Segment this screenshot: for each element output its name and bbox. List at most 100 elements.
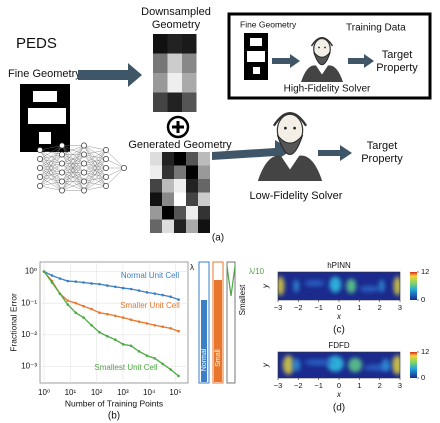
- nn-edge: [83, 167, 107, 191]
- nn-node: [121, 165, 127, 171]
- eye: [324, 46, 326, 49]
- data-point: [106, 284, 109, 287]
- arrow: [78, 63, 142, 87]
- data-point: [169, 368, 172, 371]
- x-tick-label: 3: [398, 303, 402, 312]
- nn-node: [59, 178, 65, 185]
- nn-edge: [39, 185, 63, 191]
- grid-cell: [162, 179, 174, 193]
- data-point: [137, 350, 141, 353]
- nn-edge: [83, 145, 107, 151]
- y-axis-label: y: [261, 362, 270, 368]
- y-tick-label: 10⁻³: [21, 362, 37, 371]
- x-tick-label: 2: [378, 381, 382, 390]
- panel-label: (b): [108, 411, 120, 422]
- nn-edge: [61, 145, 85, 191]
- x-tick-label: 10²: [91, 388, 103, 397]
- nn-node: [59, 187, 65, 194]
- inset-target-label: Property: [376, 62, 418, 74]
- plus-symbol: [166, 115, 190, 139]
- nn-edge: [61, 163, 85, 191]
- nn-edge: [61, 181, 85, 191]
- grid-cell: [153, 53, 168, 73]
- nn-node: [37, 174, 43, 180]
- hair: [272, 112, 308, 127]
- low-fidelity-label: Low-Fidelity Solver: [250, 190, 343, 202]
- data-point: [82, 304, 85, 308]
- grid-cell: [174, 206, 186, 220]
- x-tick-label: 2: [378, 303, 382, 312]
- nn-node: [59, 142, 65, 149]
- nn-edge: [105, 167, 125, 187]
- nn-node: [81, 187, 87, 194]
- nn-edge: [39, 145, 63, 151]
- coat: [301, 65, 343, 82]
- nn-edge: [39, 154, 63, 187]
- grid-cell: [162, 152, 174, 166]
- grid-cell: [174, 219, 186, 233]
- grid-cell: [150, 192, 162, 206]
- nn-node: [37, 147, 43, 153]
- nn-edge: [39, 172, 63, 187]
- x-tick-label: 3: [398, 381, 402, 390]
- data-point: [66, 303, 70, 306]
- eye: [318, 46, 320, 49]
- nn-node: [59, 160, 65, 167]
- nn-node: [59, 151, 65, 158]
- data-point: [169, 327, 172, 330]
- data-point: [161, 293, 165, 297]
- x-tick-label: 0: [337, 381, 341, 390]
- heatmap-blob: [329, 276, 342, 293]
- heatmap-blob: [381, 358, 390, 372]
- grid-cell: [167, 92, 182, 112]
- x-tick-label: −1: [314, 303, 323, 312]
- data-point: [50, 281, 54, 284]
- nn-edge: [105, 167, 125, 178]
- heatmap-blob: [282, 355, 295, 375]
- arrow: [318, 145, 352, 161]
- nn-node: [103, 165, 109, 171]
- nn-node: [59, 169, 65, 176]
- target-label: Target: [367, 140, 398, 152]
- data-point: [58, 277, 62, 280]
- grid-cell: [182, 53, 197, 73]
- grid-cell: [198, 152, 210, 166]
- x-tick-label: 10¹: [65, 388, 77, 397]
- nn-node: [37, 183, 43, 189]
- nn-node: [37, 165, 43, 171]
- peds-title: PEDS: [16, 35, 57, 52]
- grid-cell: [198, 192, 210, 206]
- colorbar: [410, 272, 417, 300]
- grid-cell: [153, 92, 168, 112]
- cell-bar: [214, 280, 222, 382]
- grid-cell: [150, 206, 162, 220]
- cell-bar: [226, 261, 236, 384]
- nn-node: [103, 174, 109, 180]
- series-line: [43, 270, 179, 301]
- cell-label: Smallest: [238, 284, 247, 315]
- x-tick-label: −1: [314, 381, 323, 390]
- nn-edge: [39, 181, 63, 187]
- grid-cell: [167, 34, 182, 54]
- x-axis-label: x: [336, 390, 342, 399]
- arrow: [212, 140, 292, 161]
- data-point: [98, 282, 101, 286]
- lambda-small-label: λ/10: [249, 267, 265, 276]
- cell-label: Normal: [201, 348, 208, 371]
- nn-node: [81, 142, 87, 149]
- x-tick-label: 10⁴: [143, 388, 156, 397]
- downsampled-label: Downsampled: [141, 6, 211, 18]
- data-point: [137, 320, 141, 323]
- data-point: [113, 285, 117, 289]
- lambda-label: λ: [190, 263, 194, 272]
- nn-edge: [39, 145, 63, 178]
- data-point: [153, 357, 157, 360]
- nn-edge: [83, 149, 107, 191]
- grid-cell: [182, 92, 197, 112]
- grid-cell: [198, 206, 210, 220]
- data-point: [121, 343, 125, 346]
- heatmap-blob: [304, 359, 333, 366]
- grid-cell: [182, 73, 197, 93]
- nn-node: [37, 156, 43, 162]
- x-axis-label: Number of Training Points: [65, 398, 163, 408]
